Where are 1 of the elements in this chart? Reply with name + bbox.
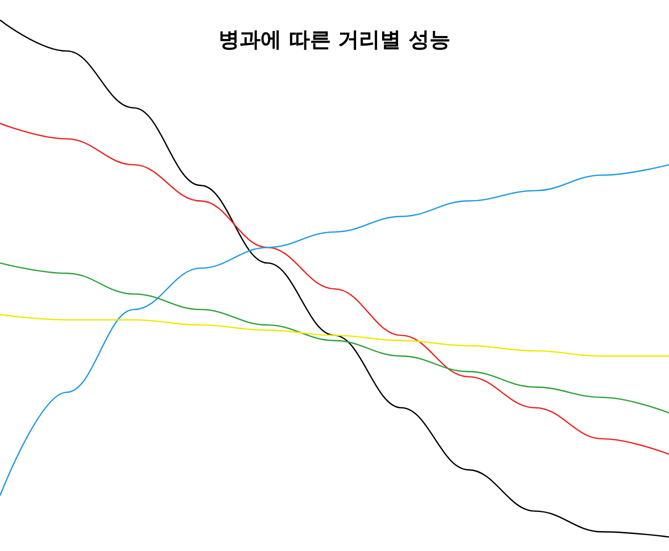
chart-title: 병과에 따른 거리별 성능 [218, 28, 450, 52]
